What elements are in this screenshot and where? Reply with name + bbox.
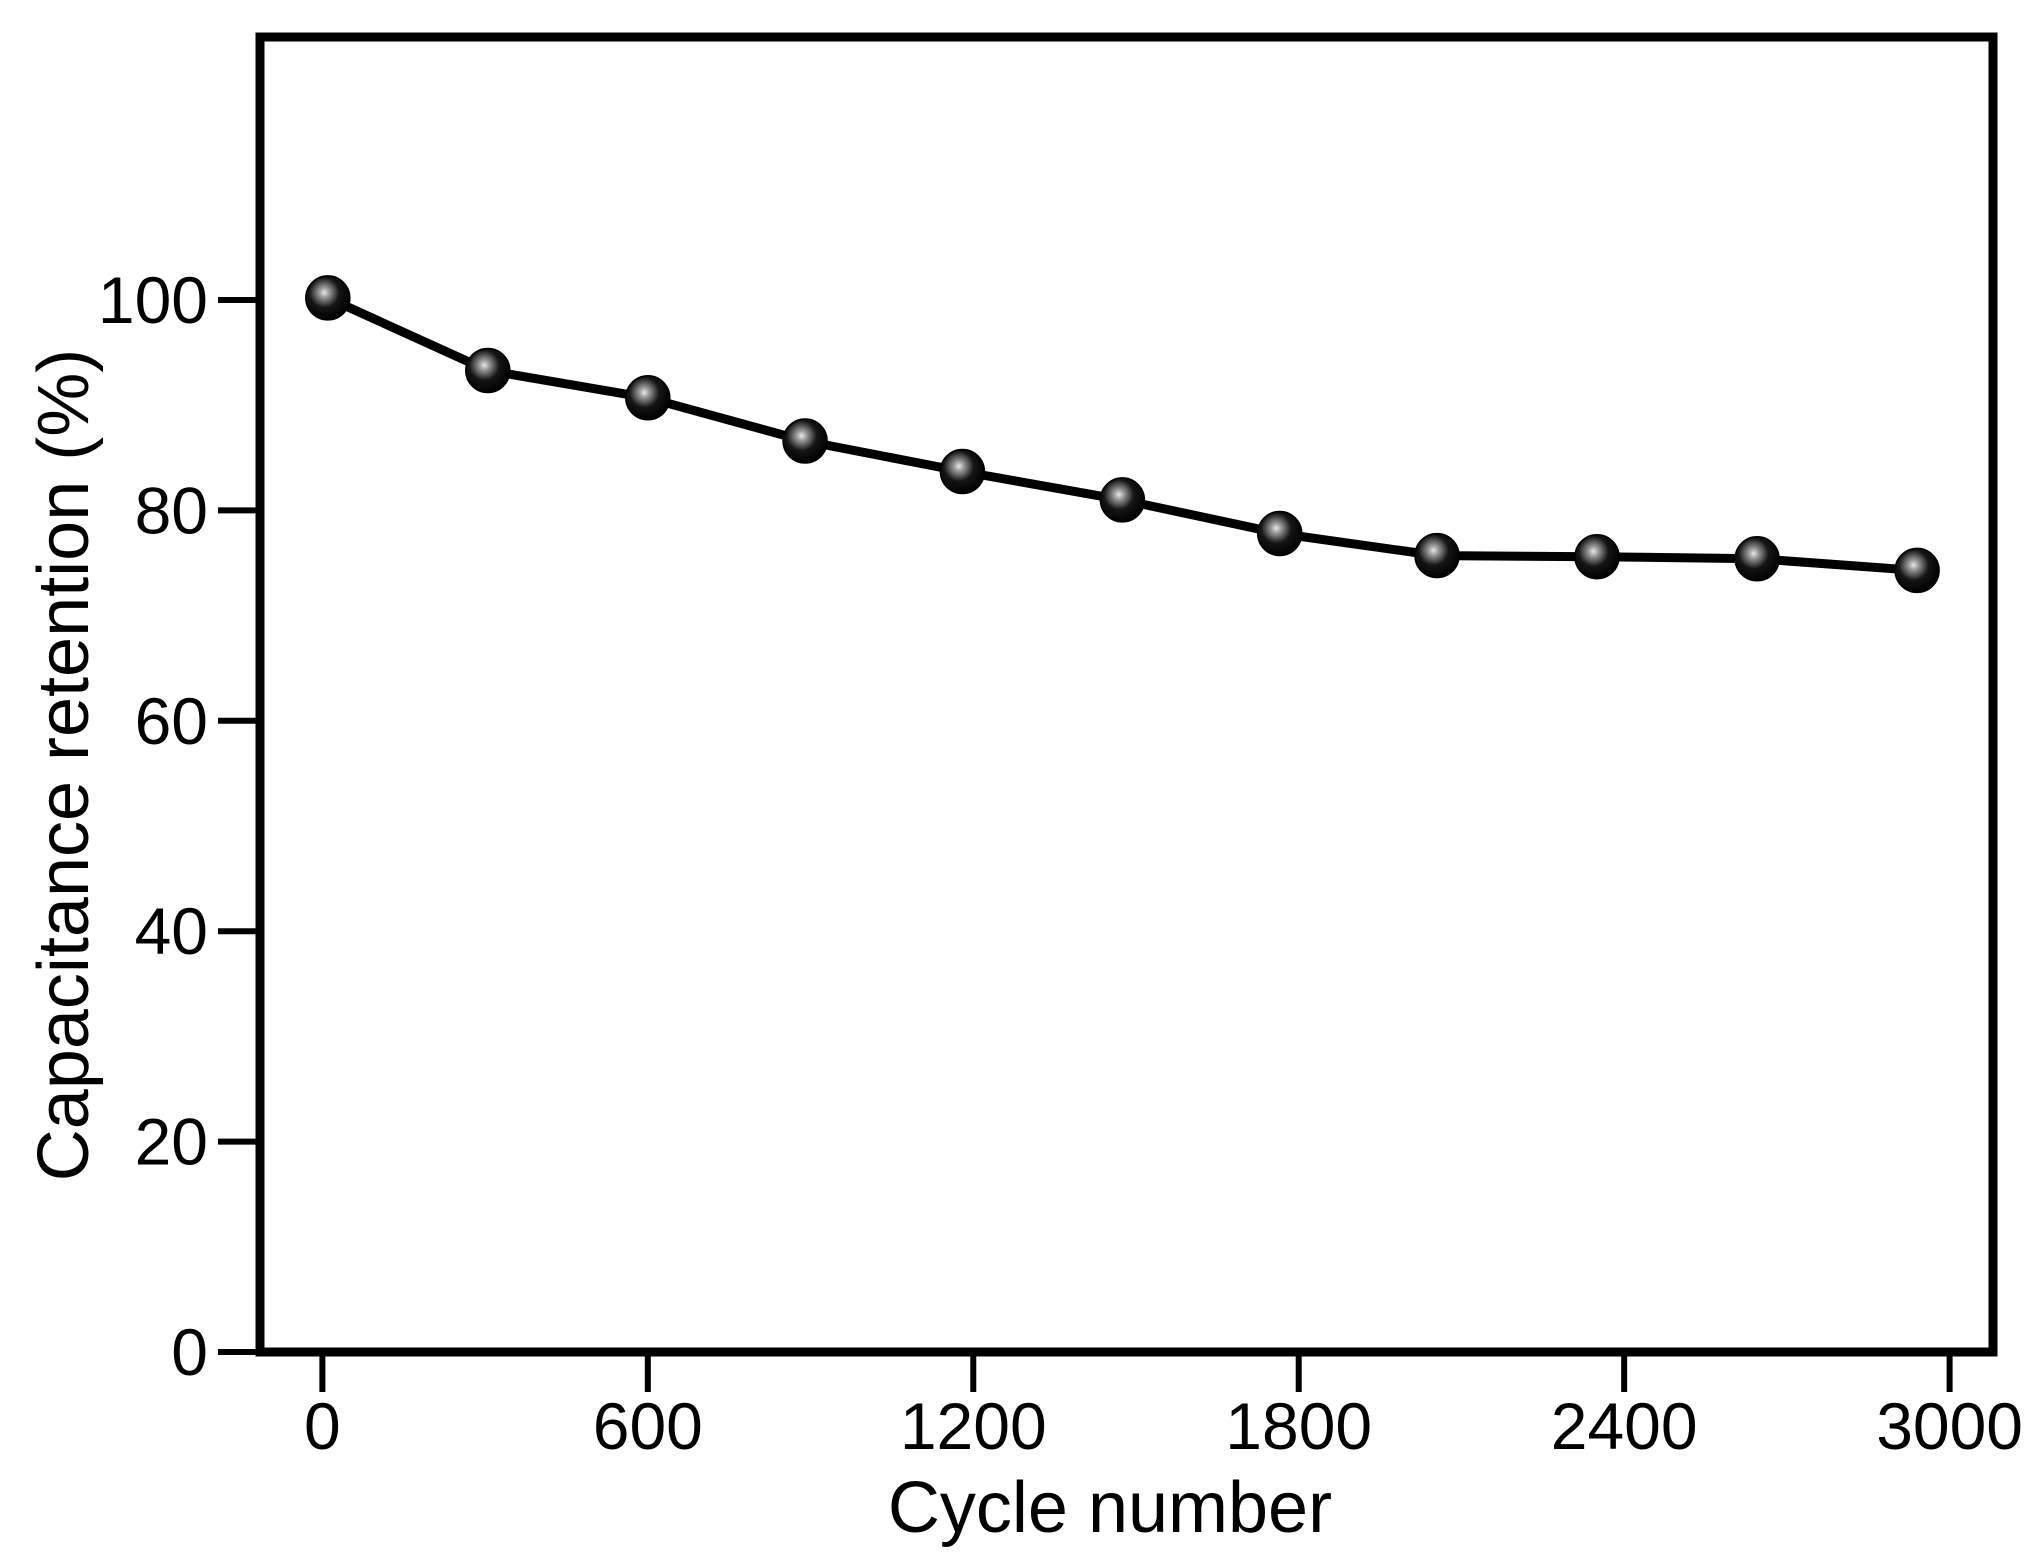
y-tick-label: 40: [135, 894, 208, 968]
plot-border: [255, 32, 1998, 1357]
data-point: [782, 418, 828, 464]
y-tick-label: 100: [98, 263, 208, 337]
x-tick-label: 3000: [1876, 1389, 2023, 1463]
x-tick-label: 1800: [1225, 1389, 1372, 1463]
y-axis-title: Capacitance retention (%): [24, 349, 104, 1181]
data-point: [1574, 533, 1620, 580]
y-tick-label: 0: [171, 1315, 208, 1389]
x-axis-ticks: 0 600 1200 1800 2400 3000: [304, 1352, 2023, 1463]
data-series: [305, 275, 1940, 594]
data-point: [625, 375, 671, 421]
y-tick-label: 20: [135, 1105, 208, 1179]
x-tick-label: 0: [304, 1389, 341, 1463]
y-tick-label: 60: [135, 684, 208, 758]
y-tick-label: 80: [135, 473, 208, 547]
data-point: [1414, 532, 1460, 579]
x-tick-label: 2400: [1551, 1389, 1698, 1463]
x-tick-label: 1200: [900, 1389, 1047, 1463]
data-point: [1734, 536, 1780, 582]
data-point: [1256, 510, 1303, 557]
y-axis-ticks: 0 20 40 60 80 100: [98, 263, 256, 1389]
data-point: [465, 347, 511, 394]
x-axis-title: Cycle number: [888, 1468, 1332, 1548]
data-point: [1099, 477, 1146, 523]
plot-area: [260, 37, 1993, 1352]
data-point: [939, 448, 986, 495]
data-point: [305, 275, 351, 321]
data-point: [1894, 547, 1940, 594]
x-tick-label: 600: [593, 1389, 703, 1463]
